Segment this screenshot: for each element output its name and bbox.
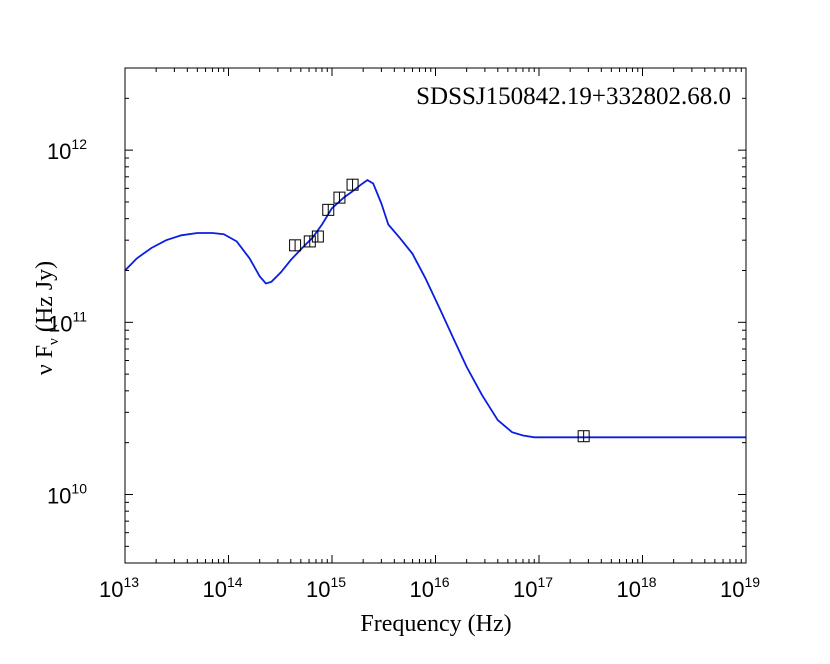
- model-sed-line: [124, 179, 746, 439]
- y-axis-title-subscript: ν: [46, 338, 62, 345]
- source-annotation: SDSSJ150842.19+332802.68.0: [416, 83, 731, 110]
- data-point-marker: [303, 235, 316, 248]
- y-tick-label: 1012: [47, 136, 87, 164]
- y-axis-title-units: (Hz Jy): [32, 261, 58, 332]
- y-tick-label: 1010: [47, 480, 87, 508]
- y-axis-title: ν Fν (Hz Jy): [32, 261, 62, 375]
- x-tick-label: 1015: [306, 574, 346, 602]
- x-tick-label: 1019: [720, 574, 760, 602]
- x-tick-label: 1016: [409, 574, 449, 602]
- x-tick-label: 1014: [202, 574, 242, 602]
- x-tick-label: 1018: [616, 574, 656, 602]
- axis-ticks: 1013 1014 1015 1016 1017 1018 1019 1010 1011 1012: [47, 68, 760, 602]
- x-axis-title: Frequency (Hz): [360, 611, 511, 637]
- data-point-marker: [577, 430, 590, 443]
- data-point-marker: [311, 230, 324, 243]
- data-point-marker: [346, 178, 359, 191]
- data-point-marker: [322, 203, 335, 216]
- plot-area: [124, 178, 746, 443]
- x-tick-label: 1017: [513, 574, 553, 602]
- plot-frame: [124, 67, 747, 564]
- x-tick-label: 1013: [99, 574, 139, 602]
- y-tick-label: 1011: [48, 308, 87, 336]
- y-axis-title-main: ν F: [32, 345, 58, 375]
- data-point-marker: [333, 191, 346, 204]
- data-point-marker: [289, 239, 302, 252]
